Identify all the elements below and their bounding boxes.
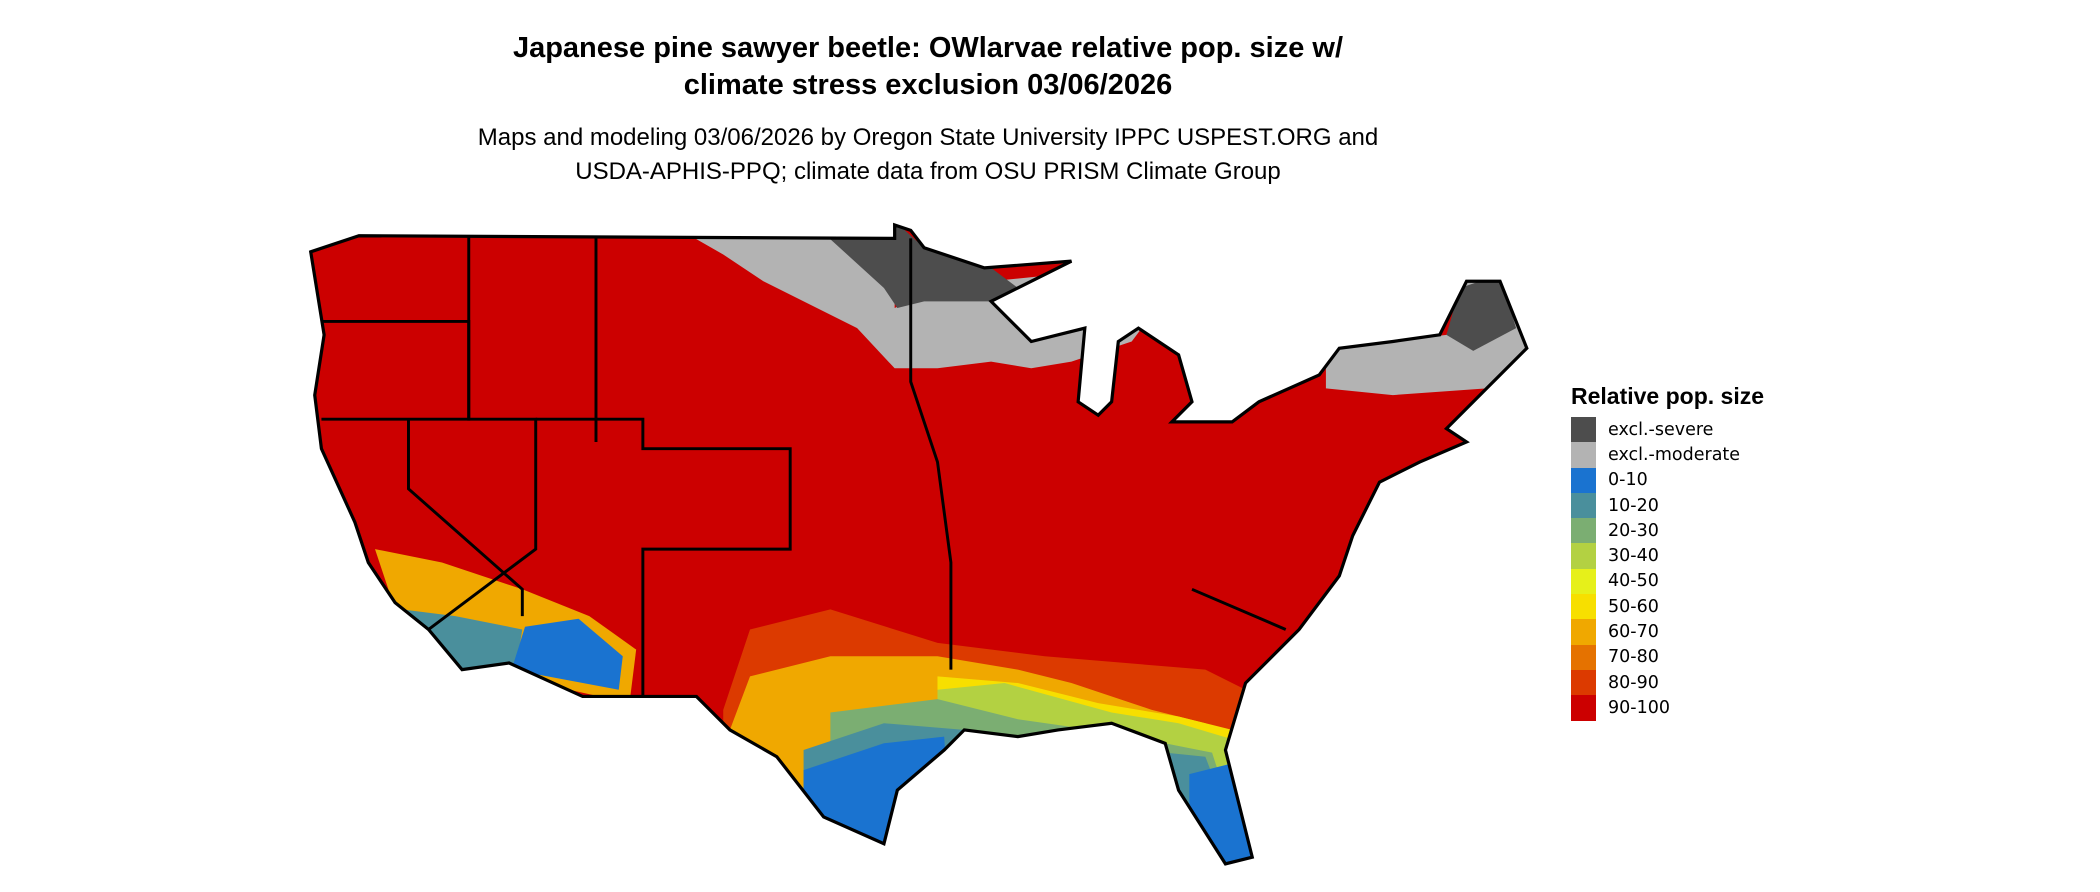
legend-swatch bbox=[1571, 594, 1596, 620]
legend-swatch bbox=[1571, 568, 1596, 595]
legend-item: 80-90 bbox=[1571, 669, 1764, 696]
legend-item: 90-100 bbox=[1571, 695, 1764, 721]
legend: Relative pop. size excl.-severe excl.-mod… bbox=[1571, 381, 1764, 721]
legend-swatch bbox=[1571, 619, 1596, 645]
legend-label: 80-90 bbox=[1608, 672, 1659, 693]
legend-label: 60-70 bbox=[1608, 622, 1659, 643]
zone-0-10-florida bbox=[1189, 763, 1266, 864]
map-subtitle: Maps and modeling 03/06/2026 by Oregon S… bbox=[378, 121, 1478, 189]
legend-label: 10-20 bbox=[1608, 495, 1659, 516]
legend-swatch bbox=[1571, 518, 1596, 544]
legend-label: excl.-severe bbox=[1608, 419, 1714, 440]
legend-swatch bbox=[1571, 492, 1596, 519]
legend-item: 10-20 bbox=[1571, 492, 1764, 519]
legend-label: 20-30 bbox=[1608, 520, 1659, 541]
legend-label: 40-50 bbox=[1608, 571, 1659, 592]
legend-label: 30-40 bbox=[1608, 546, 1659, 567]
state-borders-nevada bbox=[407, 419, 524, 617]
legend-item: 30-40 bbox=[1571, 543, 1764, 569]
legend-item: 20-30 bbox=[1571, 518, 1764, 544]
zone-excl-severe-northeast bbox=[1446, 274, 1517, 351]
zone-excl-severe-north bbox=[810, 225, 1018, 309]
legend-item: excl.-moderate bbox=[1571, 442, 1764, 468]
subtitle-line-2: USDA-APHIS-PPQ; climate data from OSU PR… bbox=[575, 158, 1281, 185]
title-line-1: Japanese pine sawyer beetle: OWlarvae re… bbox=[512, 32, 1344, 64]
legend-label: excl.-moderate bbox=[1608, 444, 1741, 465]
legend-label: 50-60 bbox=[1608, 596, 1659, 617]
zone-0-10-arizona bbox=[511, 618, 623, 690]
legend-swatch bbox=[1571, 669, 1596, 696]
legend-swatch bbox=[1571, 543, 1596, 569]
legend-label: 70-80 bbox=[1608, 647, 1659, 668]
legend-title: Relative pop. size bbox=[1571, 383, 1765, 409]
subtitle-line-1: Maps and modeling 03/06/2026 by Oregon S… bbox=[477, 124, 1379, 151]
legend-item: 70-80 bbox=[1571, 644, 1764, 670]
legend-swatch bbox=[1571, 695, 1596, 721]
legend-item: 0-10 bbox=[1571, 467, 1764, 493]
legend-swatch bbox=[1571, 467, 1596, 493]
legend-item: 50-60 bbox=[1571, 594, 1764, 620]
state-borders-central bbox=[909, 238, 953, 670]
legend-items: excl.-severe excl.-moderate 0-10 10-20 20-30… bbox=[1571, 417, 1764, 721]
state-borders-mountain bbox=[535, 417, 792, 697]
legend-label: 90-100 bbox=[1608, 697, 1670, 718]
us-outline bbox=[308, 222, 1529, 866]
map-title: Japanese pine sawyer beetle: OWlarvae re… bbox=[428, 30, 1428, 104]
legend-swatch bbox=[1571, 644, 1596, 670]
legend-swatch bbox=[1571, 442, 1596, 468]
legend-item: 40-50 bbox=[1571, 568, 1764, 595]
title-line-2: climate stress exclusion 03/06/2026 bbox=[683, 69, 1173, 101]
legend-swatch bbox=[1571, 417, 1596, 443]
legend-label: 0-10 bbox=[1608, 470, 1648, 491]
state-borders-east bbox=[1191, 587, 1287, 631]
legend-item: 60-70 bbox=[1571, 619, 1764, 645]
legend-item: excl.-severe bbox=[1571, 417, 1764, 443]
